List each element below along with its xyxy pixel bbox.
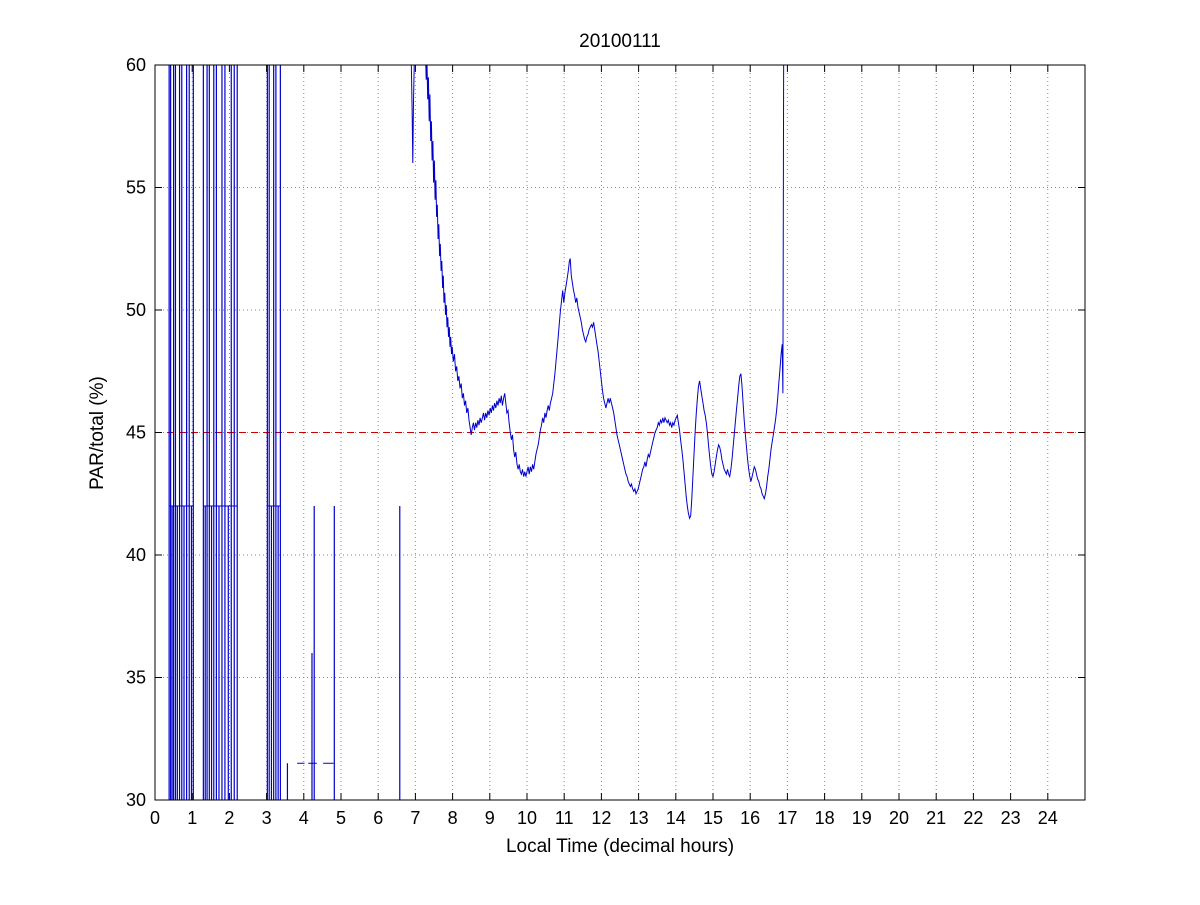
y-tick-label: 30 [126,790,146,810]
data-series [155,65,1085,800]
grid-lines [155,65,1085,800]
x-tick-label: 7 [410,808,420,828]
x-tick-label: 4 [299,808,309,828]
axis-box [154,64,1086,801]
y-tick-label: 50 [126,300,146,320]
y-tick-label: 40 [126,545,146,565]
x-tick-label: 12 [591,808,611,828]
x-tick-label: 22 [963,808,983,828]
x-tick-label: 19 [852,808,872,828]
x-tick-label: 9 [485,808,495,828]
x-tick-label: 23 [1001,808,1021,828]
chart-title: 20100111 [579,31,661,52]
x-tick-label: 11 [555,808,574,828]
x-tick-label: 17 [777,808,797,828]
x-tick-label: 14 [666,808,686,828]
x-tick-label: 13 [629,808,649,828]
x-tick-label: 18 [815,808,835,828]
x-tick-label: 24 [1038,808,1058,828]
axis-tick-labels: 0 1 2 3 4 5 6 7 8 9 10 11 12 13 14 15 16 17 18 19 20 21 22 23 24… [126,55,1058,828]
x-tick-label: 1 [187,808,197,828]
y-tick-label: 45 [126,423,146,443]
x-tick-label: 3 [262,808,272,828]
x-tick-label: 20 [889,808,909,828]
data-series-line [410,65,785,520]
x-tick-label: 0 [150,808,160,828]
x-tick-label: 21 [926,808,946,828]
y-tick-label: 55 [126,178,146,198]
x-tick-label: 10 [517,808,537,828]
y-axis-label: PAR/total (%) [87,376,108,490]
x-tick-label: 6 [373,808,383,828]
x-tick-label: 5 [336,808,346,828]
x-tick-label: 16 [740,808,760,828]
y-tick-label: 60 [126,55,146,75]
x-tick-label: 15 [703,808,723,828]
x-axis-label: Local Time (decimal hours) [506,836,734,857]
x-tick-label: 8 [448,808,458,828]
y-tick-label: 35 [126,668,146,688]
x-tick-label: 2 [224,808,234,828]
